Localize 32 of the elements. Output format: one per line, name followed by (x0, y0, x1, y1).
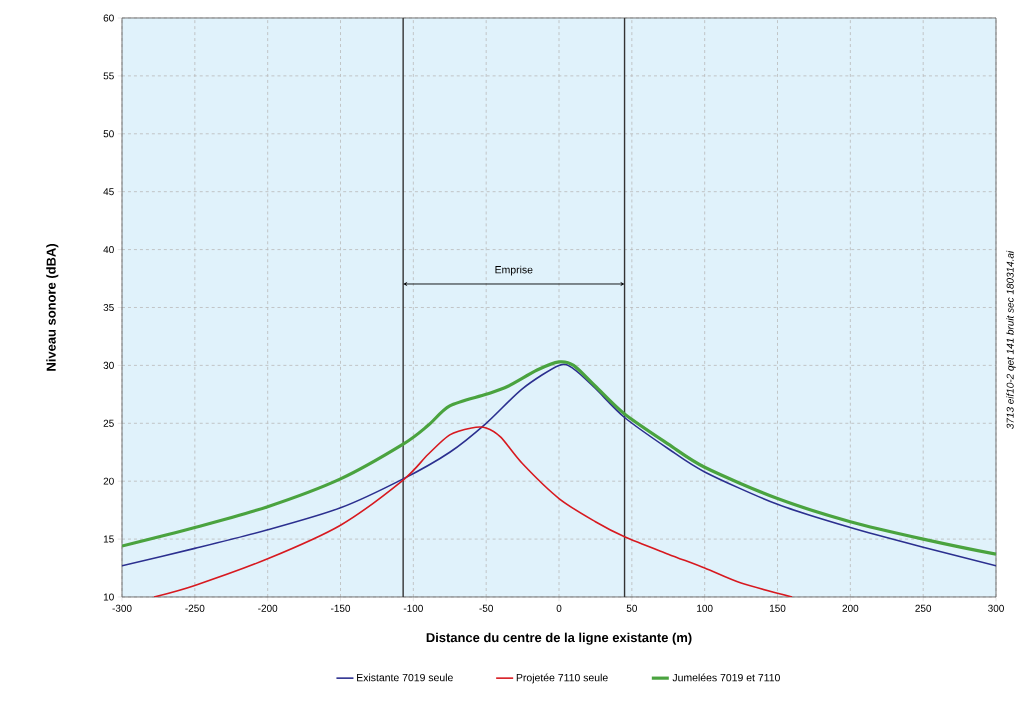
x-tick-label: -200 (258, 604, 278, 612)
x-tick-label: 250 (915, 604, 932, 612)
y-tick-label: 30 (103, 361, 114, 369)
x-tick-label: 300 (988, 604, 1004, 612)
x-tick-label: 100 (697, 604, 713, 612)
y-tick-label: 25 (103, 419, 114, 427)
y-tick-label: 20 (103, 477, 114, 485)
x-tick-label: -300 (112, 604, 132, 612)
legend-label: Jumelées 7019 et 7110 (672, 673, 780, 682)
annotation: Emprise (495, 265, 533, 276)
text: 3713 eif10-2 qet 141 bruit sec 180314.ai (1006, 250, 1016, 429)
x-tick-label: -150 (330, 604, 351, 612)
x-tick-label: -100 (403, 604, 423, 612)
x-tick-label: -50 (479, 604, 493, 612)
x-tick-label: 50 (626, 604, 637, 612)
x-axis-title: Distance du centre de la ligne existante (m) (426, 632, 692, 645)
y-tick-label: 15 (103, 535, 114, 543)
y-tick-label: 45 (103, 188, 114, 196)
x-tick-label: -250 (185, 604, 205, 612)
y-axis-title: Niveau sonore (dBA) (46, 244, 59, 371)
x-tick-label: 200 (842, 604, 859, 612)
line-series (153, 426, 793, 597)
y-tick-label: 40 (103, 246, 114, 254)
x-tick-label: 0 (556, 604, 562, 612)
x-tick-label: 150 (769, 604, 786, 612)
y-tick-label: 35 (103, 303, 114, 312)
y-tick-label: 50 (103, 130, 114, 138)
legend-label: Projetée 7110 seule (516, 673, 608, 684)
y-tick-label: 55 (103, 72, 114, 80)
legend-label: Existante 7019 seule (357, 673, 453, 682)
y-tick-label: 60 (103, 14, 114, 22)
y-tick-label: 10 (103, 593, 114, 601)
